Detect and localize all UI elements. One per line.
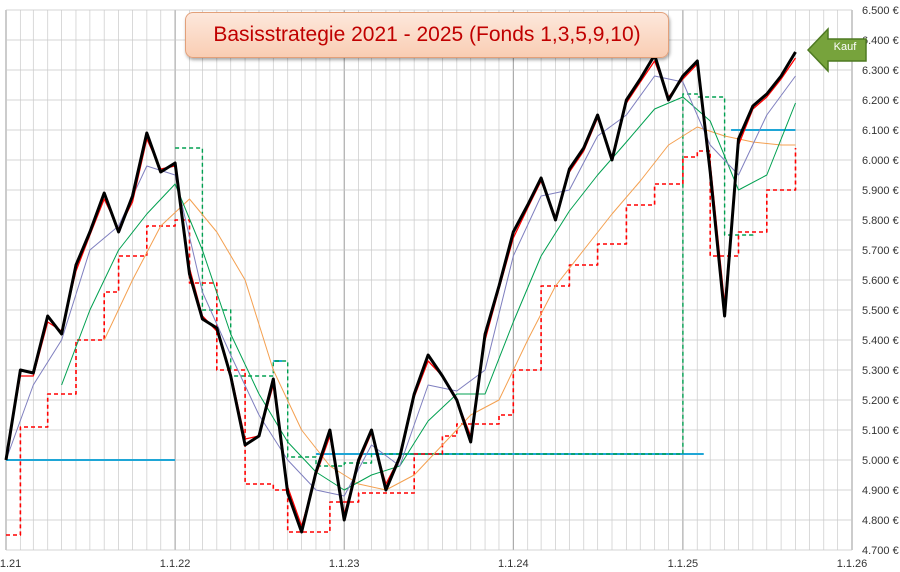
- series-line-1: [4, 51, 797, 534]
- kauf-annotation: Kauf: [833, 41, 857, 53]
- y-tick-label: 5.200 €: [862, 395, 899, 407]
- y-tick-label: 6.100 €: [862, 125, 899, 137]
- y-tick-label: 5.800 €: [862, 215, 899, 227]
- x-tick-label: 1.1.24: [498, 558, 529, 570]
- series-line-3: [5, 75, 796, 497]
- y-tick-label: 5.400 €: [862, 335, 899, 347]
- x-tick-label: 1.1.22: [160, 558, 191, 570]
- x-tick-label: 1.1.21: [0, 558, 21, 570]
- x-axis-ticks: 1.1.21 1.1.22 1.1.23 1.1.24 1.1.25 1.1.26: [0, 558, 867, 570]
- x-tick-label: 1.1.23: [329, 558, 360, 570]
- y-tick-label: 4.800 €: [862, 515, 899, 527]
- series-line-6: [6, 148, 797, 536]
- kauf-arrow-icon: [806, 27, 867, 73]
- chart-grid: [5, 9, 853, 551]
- chart-title: Basisstrategie 2021 - 2025 (Fonds 1,3,5,…: [213, 23, 641, 46]
- y-tick-label: 5.700 €: [862, 245, 899, 257]
- y-tick-label: 4.700 €: [862, 545, 899, 557]
- series-line-4: [61, 96, 796, 491]
- y-tick-label: 6.300 €: [862, 65, 899, 77]
- y-tick-label: 5.300 €: [862, 365, 899, 377]
- chart-title-box: Basisstrategie 2021 - 2025 (Fonds 1,3,5,…: [185, 12, 669, 58]
- y-tick-label: 6.400 €: [862, 35, 899, 47]
- y-tick-label: 5.000 €: [862, 455, 899, 467]
- series-line-5: [103, 126, 796, 491]
- y-tick-label: 4.900 €: [862, 485, 899, 497]
- horizontal-levels: [6, 129, 796, 461]
- x-tick-label: 1.1.25: [668, 558, 699, 570]
- chart-series: [4, 51, 797, 536]
- y-tick-label: 6.000 €: [862, 155, 899, 167]
- x-tick-label: 1.1.26: [837, 558, 868, 570]
- y-tick-label: 5.100 €: [862, 425, 899, 437]
- y-tick-label: 6.200 €: [862, 95, 899, 107]
- y-tick-label: 6.500 €: [862, 5, 899, 17]
- y-axis-ticks: 4.700 € 4.800 € 4.900 € 5.000 € 5.100 € 5.200…: [862, 5, 899, 557]
- y-tick-label: 5.600 €: [862, 275, 899, 287]
- y-tick-label: 5.500 €: [862, 305, 899, 317]
- y-tick-label: 5.900 €: [862, 185, 899, 197]
